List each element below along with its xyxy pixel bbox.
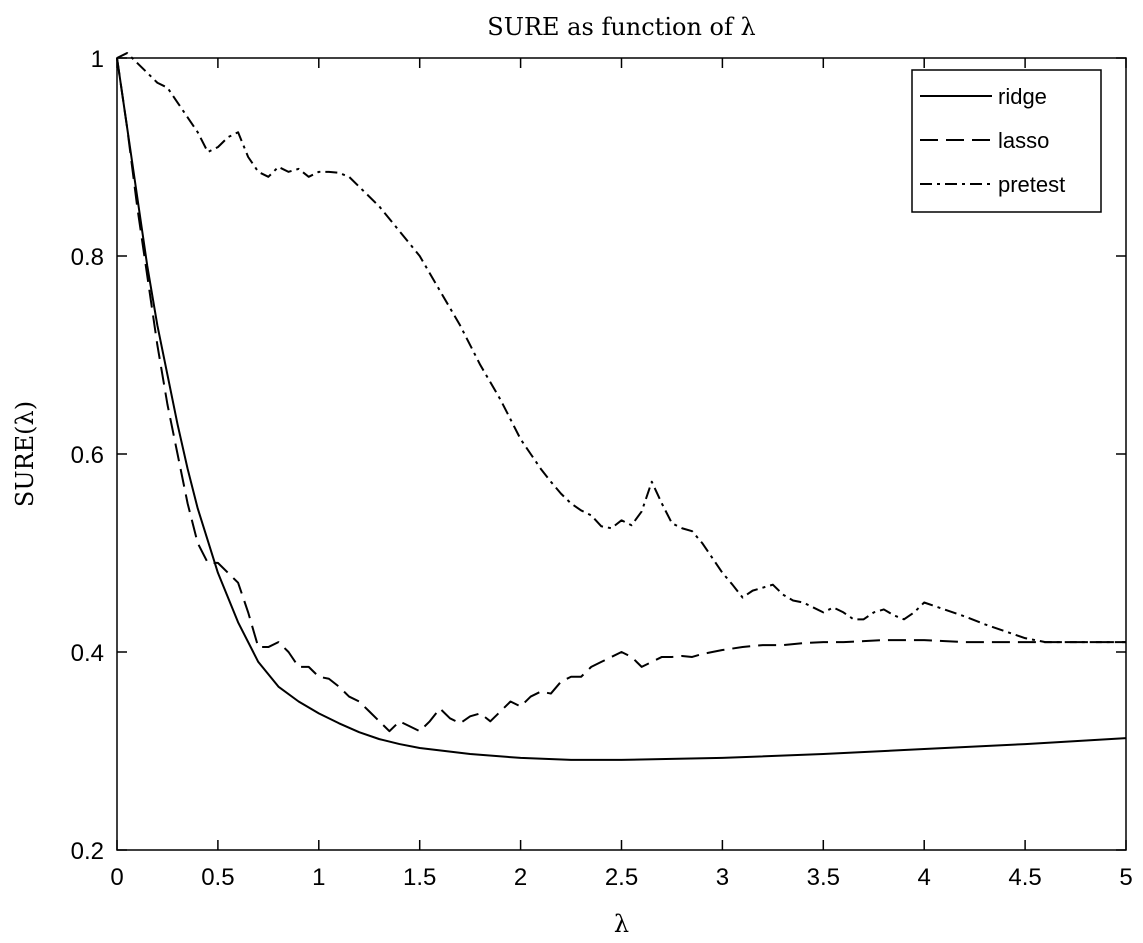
y-tick-label: 0.4 [71,640,104,667]
series-line-ridge [116,57,1127,761]
legend-label-pretest: pretest [998,172,1065,197]
series-line-pretest [116,52,1126,644]
series-line-lasso [116,57,1126,733]
chart-title: SURE as function of λ [487,13,755,41]
x-tick-label: 2 [514,864,527,891]
y-tick-label: 0.2 [71,838,104,865]
legend-label-lasso: lasso [998,128,1049,153]
x-tick-label: 2.5 [605,864,638,891]
x-tick-label: 0.5 [201,864,234,891]
legend: ridge lasso pretest [911,69,1102,213]
x-tick-label: 4.5 [1008,864,1041,891]
x-tick-label: 1 [312,864,325,891]
y-axis-label: SURE(λ) [11,401,39,507]
legend-label-ridge: ridge [998,84,1047,109]
x-tick-label: 0 [110,864,123,891]
y-tick-label: 0.6 [71,442,104,469]
x-tick-label: 3.5 [807,864,840,891]
x-tick-label: 4 [918,864,931,891]
x-tick-label: 5 [1119,864,1132,891]
x-tick-label: 1.5 [403,864,436,891]
legend-box [911,69,1102,213]
y-tick-label: 1 [91,46,104,73]
x-axis-label: λ [614,910,629,938]
y-tick-label: 0.8 [71,244,104,271]
x-tick-label: 3 [716,864,729,891]
